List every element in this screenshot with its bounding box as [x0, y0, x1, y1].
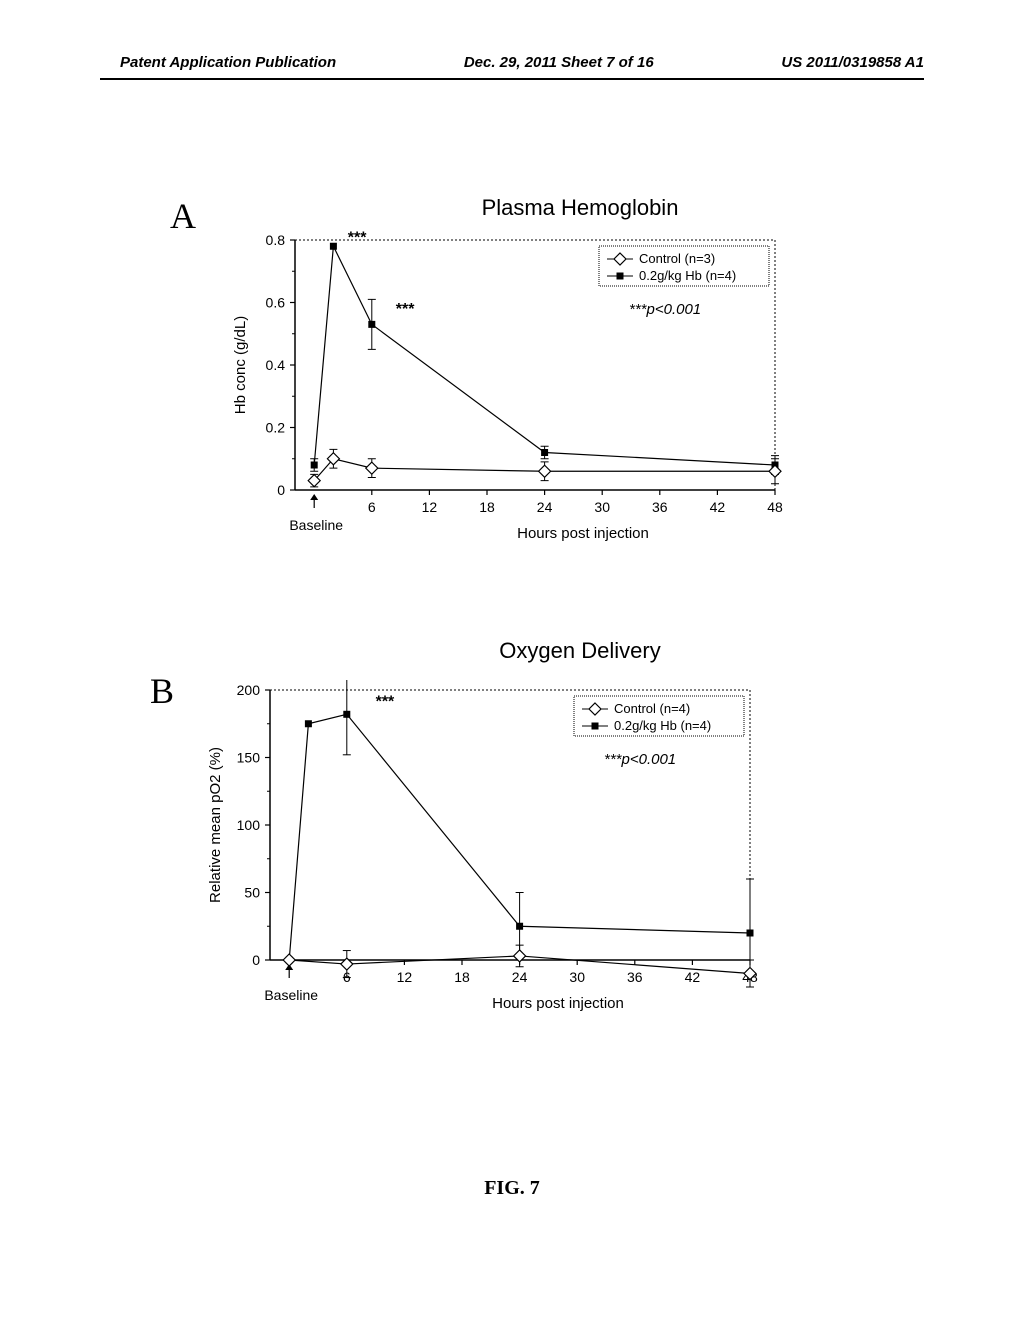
page-header: Patent Application Publication Dec. 29, … — [0, 54, 1024, 71]
header-left: Patent Application Publication — [120, 54, 336, 71]
panel-a-chart: 0 0.2 0.4 0.6 0.8 6 12 18 24 30 36 42 48 Baseline Hour… — [225, 230, 845, 575]
svg-text:30: 30 — [594, 499, 610, 515]
svg-text:30: 30 — [569, 969, 585, 985]
svg-text:Hours post injection: Hours post injection — [517, 525, 649, 542]
svg-text:0: 0 — [252, 952, 260, 968]
svg-text:42: 42 — [710, 499, 726, 515]
svg-text:Baseline: Baseline — [289, 517, 343, 533]
svg-text:***p<0.001: ***p<0.001 — [629, 301, 701, 318]
figure-caption: FIG. 7 — [0, 1177, 1024, 1200]
svg-text:50: 50 — [244, 885, 260, 901]
header-rule — [100, 78, 924, 80]
panel-b-chart: 050100150200612182430364248BaselineHours… — [200, 680, 820, 1045]
svg-text:0.4: 0.4 — [266, 357, 286, 373]
svg-text:0.2g/kg Hb (n=4): 0.2g/kg Hb (n=4) — [614, 718, 711, 733]
svg-text:***: *** — [376, 693, 395, 710]
svg-text:150: 150 — [237, 750, 261, 766]
svg-text:0.6: 0.6 — [266, 295, 286, 311]
svg-text:24: 24 — [512, 969, 528, 985]
svg-text:18: 18 — [454, 969, 470, 985]
svg-text:0: 0 — [277, 482, 285, 498]
svg-text:36: 36 — [652, 499, 668, 515]
svg-text:12: 12 — [397, 969, 413, 985]
svg-text:Hours post injection: Hours post injection — [492, 995, 624, 1012]
panel-a-title: Plasma Hemoglobin — [380, 195, 780, 221]
svg-text:48: 48 — [767, 499, 783, 515]
svg-text:36: 36 — [627, 969, 643, 985]
panel-b-title: Oxygen Delivery — [380, 638, 780, 664]
header-center: Dec. 29, 2011 Sheet 7 of 16 — [464, 54, 654, 71]
svg-text:Baseline: Baseline — [264, 987, 318, 1003]
svg-text:12: 12 — [422, 499, 438, 515]
svg-text:Control (n=4): Control (n=4) — [614, 701, 690, 716]
svg-text:6: 6 — [368, 499, 376, 515]
svg-text:Control (n=3): Control (n=3) — [639, 251, 715, 266]
svg-text:***p<0.001: ***p<0.001 — [604, 751, 676, 768]
svg-text:0.2: 0.2 — [266, 420, 286, 436]
svg-text:18: 18 — [479, 499, 495, 515]
panel-b-label: B — [150, 670, 174, 712]
svg-text:100: 100 — [237, 817, 261, 833]
panel-a-label: A — [170, 195, 196, 237]
svg-text:Hb conc (g/dL): Hb conc (g/dL) — [232, 316, 249, 414]
svg-text:200: 200 — [237, 682, 261, 698]
svg-text:24: 24 — [537, 499, 553, 515]
svg-text:0.8: 0.8 — [266, 232, 286, 248]
svg-text:***: *** — [348, 230, 367, 246]
header-right: US 2011/0319858 A1 — [781, 54, 924, 71]
svg-text:42: 42 — [685, 969, 701, 985]
svg-text:Relative mean pO2 (%): Relative mean pO2 (%) — [207, 747, 224, 903]
svg-text:***: *** — [396, 301, 415, 318]
svg-text:0.2g/kg Hb (n=4): 0.2g/kg Hb (n=4) — [639, 268, 736, 283]
